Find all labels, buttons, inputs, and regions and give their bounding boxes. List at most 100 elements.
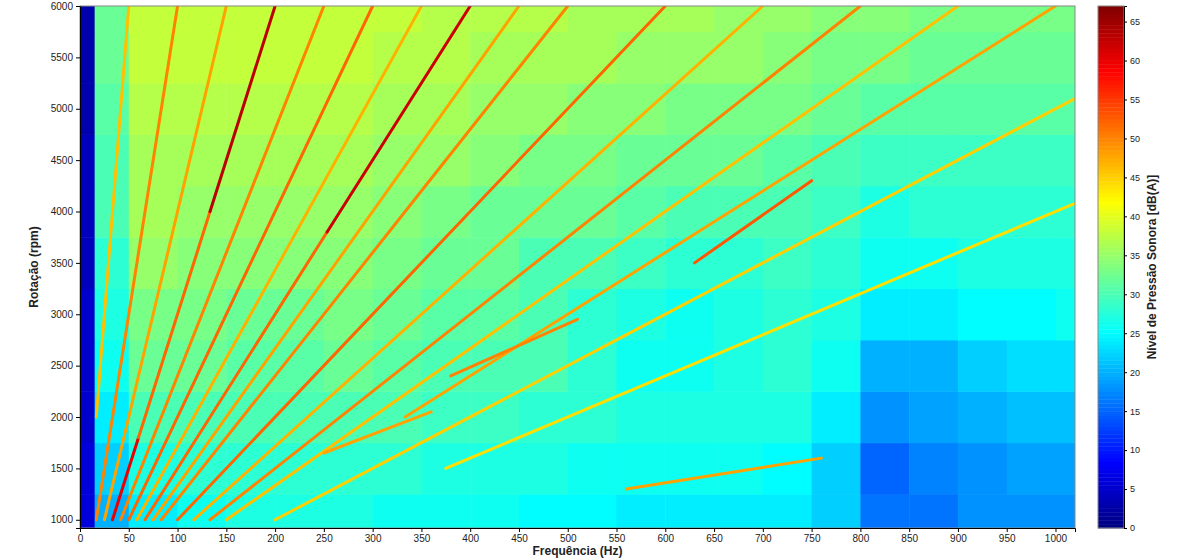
heat-cell [958, 494, 1007, 528]
colorbar-swatch [1098, 96, 1124, 100]
heat-cell [1055, 134, 1075, 186]
tick-mark [665, 528, 666, 532]
heat-cell [958, 186, 1007, 238]
colorbar-swatch [1098, 450, 1124, 454]
colorbar-swatch [1098, 248, 1124, 252]
colorbar-swatch [1098, 267, 1124, 271]
heat-cell [909, 134, 958, 186]
order-line [451, 319, 578, 376]
heat-cell [470, 391, 519, 443]
tick-label: 500 [560, 533, 577, 544]
tick: 50 [1124, 134, 1140, 144]
tick-label: 850 [901, 533, 918, 544]
tick-mark [519, 528, 520, 532]
tick-mark [76, 263, 80, 264]
tick-label: 2500 [51, 360, 74, 371]
tick: 3000 [51, 309, 80, 320]
tick: 600 [657, 528, 674, 544]
tick-mark [860, 528, 861, 532]
tick-label: 5000 [51, 103, 74, 114]
tick-mark [1124, 528, 1127, 529]
colorbar-swatch [1098, 45, 1124, 49]
colorbar-swatch [1098, 76, 1124, 80]
colorbar-swatch [1098, 306, 1124, 310]
colorbar-swatch [1098, 185, 1124, 189]
colorbar-swatch [1098, 236, 1124, 240]
tick: 850 [901, 528, 918, 544]
heat-cell [324, 134, 373, 186]
tick-mark [1124, 372, 1127, 373]
heat-cell [860, 186, 909, 238]
heat-cell [812, 186, 861, 238]
heat-cell [421, 391, 470, 443]
colorbar-swatch [1098, 224, 1124, 228]
plot-frame [80, 6, 1075, 528]
colorbar-swatch [1098, 349, 1124, 353]
tick: 900 [950, 528, 967, 544]
heat-cell [226, 83, 275, 135]
heat-cell [421, 494, 470, 528]
tick-mark [1055, 528, 1056, 532]
colorbar-swatch [1098, 275, 1124, 279]
heat-cell [714, 340, 763, 392]
tick-mark [1124, 138, 1127, 139]
colorbar-swatch [1098, 403, 1124, 407]
tick: 5500 [51, 52, 80, 63]
tick-mark [76, 6, 80, 7]
heat-cell [80, 494, 95, 528]
colorbar-swatch [1098, 209, 1124, 213]
tick-mark [421, 528, 422, 532]
heat-cell [421, 237, 470, 289]
tick: 1000 [51, 514, 80, 525]
axis-line [81, 529, 1076, 533]
colorbar-swatch [1098, 435, 1124, 439]
tick-mark [1124, 177, 1127, 178]
heat-cell [617, 340, 666, 392]
plot-area [80, 6, 1075, 528]
colorbar-swatch [1098, 135, 1124, 139]
heat-cell [324, 186, 373, 238]
heat-cell [714, 83, 763, 135]
colorbar-swatch [1098, 14, 1124, 18]
heat-cell [909, 391, 958, 443]
heat-cell [617, 391, 666, 443]
colorbar-swatch [1098, 72, 1124, 76]
tick-label: 6000 [51, 1, 74, 12]
tick-label: 50 [124, 533, 136, 544]
colorbar-swatch [1098, 177, 1124, 181]
colorbar-swatch [1098, 376, 1124, 380]
order-line [210, 6, 275, 212]
heat-cell [665, 494, 714, 528]
colorbar-swatch [1098, 119, 1124, 123]
tick-label: 350 [414, 533, 431, 544]
colorbar-frame [1098, 6, 1124, 528]
colorbar-swatch [1098, 193, 1124, 197]
colorbar-swatch [1098, 142, 1124, 146]
heat-cell [812, 237, 861, 289]
tick-mark [76, 417, 80, 418]
heat-cell [226, 32, 275, 84]
heat-cell [568, 443, 617, 495]
order-line [446, 203, 1075, 468]
heat-cell [1055, 83, 1075, 135]
heat-cell [909, 289, 958, 341]
heat-cell [860, 6, 909, 32]
tick: 100 [170, 528, 187, 544]
colorbar-swatch [1098, 454, 1124, 458]
tick-label: 5500 [51, 52, 74, 63]
heat-cell [860, 134, 909, 186]
colorbar-swatch [1098, 263, 1124, 267]
tick-mark [373, 528, 374, 532]
heat-cell [909, 494, 958, 528]
order-line [324, 412, 431, 453]
tick: 550 [609, 528, 626, 544]
heat-cell [178, 186, 227, 238]
tick-label: 550 [609, 533, 626, 544]
order-line [626, 458, 821, 489]
colorbar-swatch [1098, 415, 1124, 419]
tick-mark [76, 468, 80, 469]
heat-cell [568, 494, 617, 528]
heat-cell [958, 134, 1007, 186]
heat-cell [470, 494, 519, 528]
tick-mark [275, 528, 276, 532]
